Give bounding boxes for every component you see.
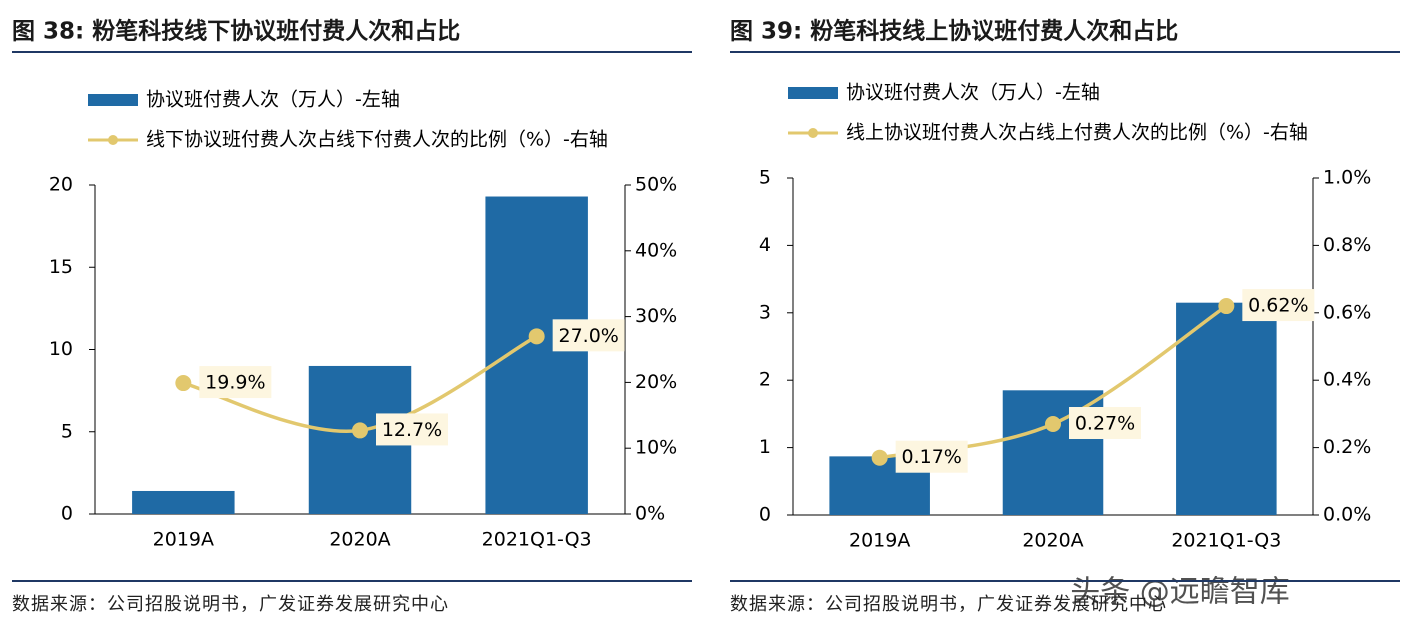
y2-tick-label: 0.4% [1323, 369, 1371, 391]
point [1045, 416, 1061, 433]
value-label-box [1069, 407, 1141, 440]
x-tick-label: 2020A [1022, 530, 1083, 552]
bar [132, 490, 235, 514]
x-tick-label: 2020A [329, 529, 390, 551]
legend-label: 协议班付费人次（万人）-左轴 [146, 89, 400, 111]
chart-title: 图 38: 粉笔科技线下协议班付费人次和占比 [12, 18, 460, 45]
legend-marker [108, 135, 118, 145]
y2-tick-label: 0.6% [1323, 301, 1371, 323]
y-tick-label: 20 [49, 174, 73, 196]
y-tick-label: 5 [61, 420, 73, 442]
y2-tick-label: 1.0% [1323, 167, 1371, 189]
value-label-box [552, 319, 625, 352]
y2-tick-label: 10% [635, 437, 677, 459]
legend-label: 线下协议班付费人次占线下付费人次的比例（%）-右轴 [146, 129, 608, 151]
value-label: 0.62% [1248, 295, 1308, 317]
value-label-box [895, 440, 968, 473]
y-tick-label: 4 [759, 234, 771, 256]
y2-tick-label: 50% [635, 174, 677, 196]
value-label: 0.27% [1075, 413, 1135, 435]
y2-tick-label: 0% [635, 503, 665, 525]
x-tick-label: 2019A [849, 530, 910, 552]
y2-tick-label: 0.2% [1323, 436, 1371, 458]
point [175, 375, 192, 392]
y-tick-label: 2 [759, 369, 771, 391]
value-label-box [199, 366, 272, 399]
y-tick-label: 3 [759, 301, 771, 323]
legend-swatch [788, 87, 838, 99]
value-label: 27.0% [558, 325, 618, 347]
y-tick-label: 1 [759, 436, 771, 458]
y2-tick-label: 0.8% [1323, 234, 1371, 256]
x-tick-label: 2019A [153, 529, 214, 551]
value-label: 12.7% [382, 419, 442, 441]
y-tick-label: 0 [759, 504, 771, 526]
bar [485, 196, 588, 514]
point [871, 449, 888, 466]
source: 数据来源：公司招股说明书，广发证券发展研究中心 [12, 594, 449, 615]
y-tick-label: 0 [61, 503, 73, 525]
y2-tick-label: 0.0% [1323, 504, 1371, 526]
value-label-box [376, 413, 448, 446]
legend-label: 线上协议班付费人次占线上付费人次的比例（%）-右轴 [846, 122, 1308, 144]
bar [1176, 302, 1277, 515]
value-label: 0.17% [901, 446, 961, 468]
point [1218, 298, 1235, 315]
y2-tick-label: 20% [635, 371, 677, 393]
y-tick-label: 15 [49, 256, 73, 278]
value-label-box [1242, 289, 1315, 322]
point [352, 422, 368, 439]
legend-marker [808, 128, 818, 138]
y-tick-label: 10 [49, 338, 73, 360]
value-label: 19.9% [205, 372, 265, 394]
x-tick-label: 2021Q1-Q3 [482, 529, 592, 551]
y2-tick-label: 40% [635, 239, 677, 261]
source: 数据来源：公司招股说明书，广发证券发展研究中心 [730, 594, 1167, 615]
legend-label: 协议班付费人次（万人）-左轴 [846, 82, 1100, 104]
y2-tick-label: 30% [635, 305, 677, 327]
x-tick-label: 2021Q1-Q3 [1171, 530, 1281, 552]
y-tick-label: 5 [759, 167, 771, 189]
legend-swatch [88, 94, 138, 106]
chart-title: 图 39: 粉笔科技线上协议班付费人次和占比 [730, 18, 1178, 45]
point [528, 328, 545, 345]
